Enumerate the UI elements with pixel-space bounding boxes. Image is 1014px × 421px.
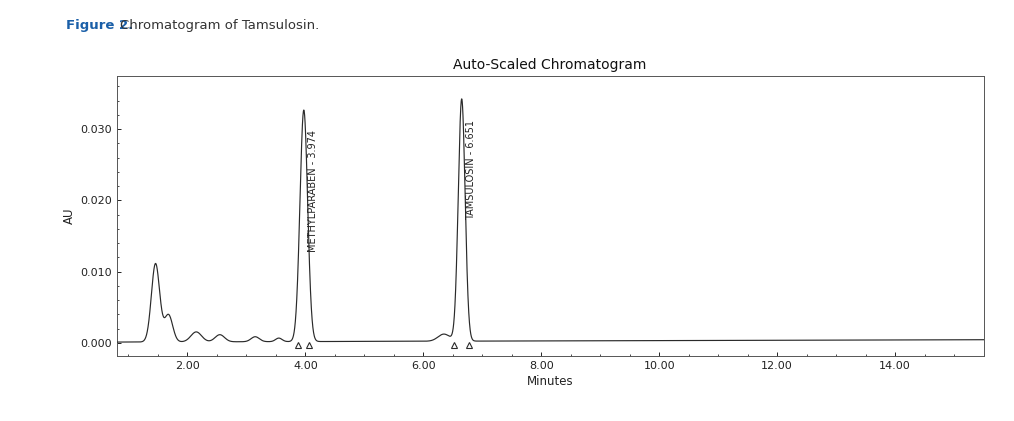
X-axis label: Minutes: Minutes (527, 375, 573, 388)
Y-axis label: AU: AU (63, 208, 76, 224)
Text: METHYLPARABEN - 3.974: METHYLPARABEN - 3.974 (308, 130, 318, 252)
Title: Auto-Scaled Chromatogram: Auto-Scaled Chromatogram (453, 58, 647, 72)
Text: Chromatogram of Tamsulosin.: Chromatogram of Tamsulosin. (120, 19, 318, 32)
Text: TAMSULOSIN - 6.651: TAMSULOSIN - 6.651 (465, 120, 476, 220)
Text: Figure 2.: Figure 2. (66, 19, 133, 32)
